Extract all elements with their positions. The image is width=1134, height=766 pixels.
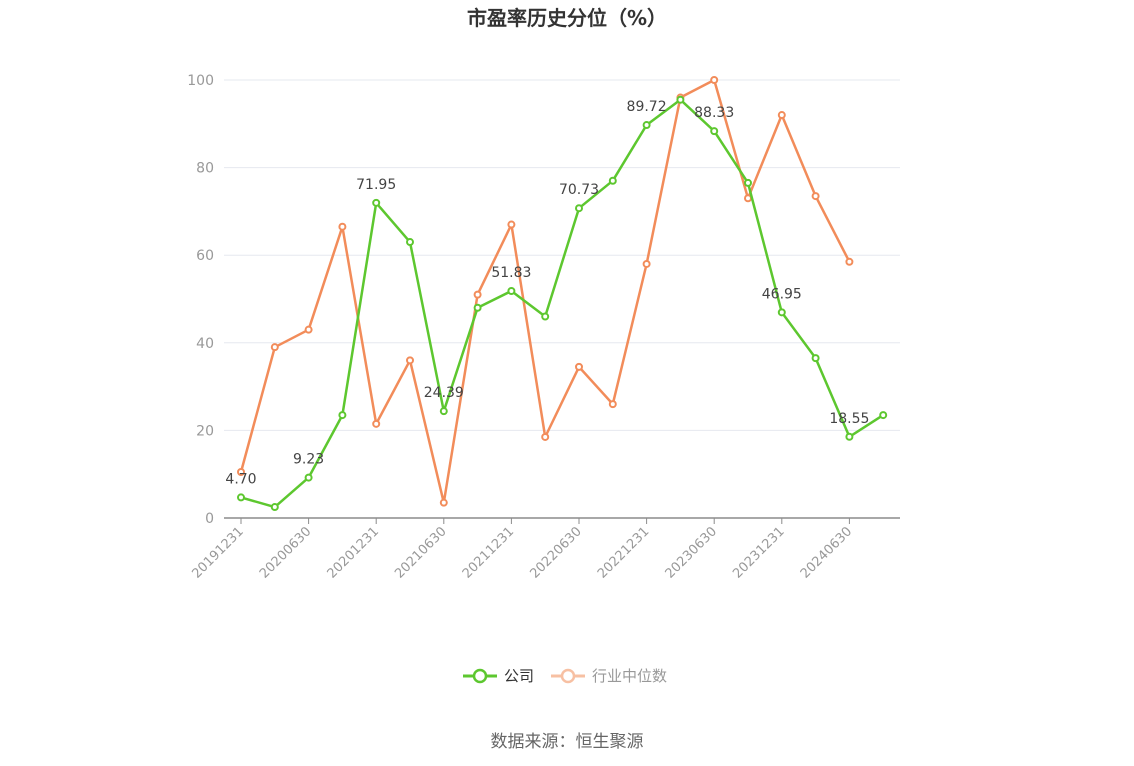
data-point[interactable] [777, 111, 786, 120]
data-point[interactable] [507, 220, 516, 229]
data-label: 89.72 [627, 99, 667, 115]
data-point[interactable] [372, 419, 381, 428]
data-label: 24.39 [424, 385, 464, 401]
data-point[interactable] [439, 498, 448, 507]
data-point[interactable] [507, 286, 516, 295]
data-label: 4.70 [225, 471, 256, 487]
x-tick-label: 20211231 [460, 524, 517, 581]
x-tick-label: 20201231 [325, 524, 382, 581]
data-point[interactable] [338, 222, 347, 231]
chart-title: 市盈率历史分位（%） [467, 6, 667, 30]
data-point[interactable] [270, 503, 279, 512]
legend-marker-company [472, 668, 488, 684]
data-point[interactable] [676, 95, 685, 104]
data-label: 9.23 [293, 452, 324, 468]
data-point[interactable] [744, 178, 752, 187]
data-point[interactable] [237, 493, 245, 502]
legend-item-industry-median[interactable]: 行业中位数 [551, 667, 667, 685]
data-labels: 4.70 9.23 71.95 24.39 51.83 70.73 89.72 88.33 46… [225, 99, 869, 487]
data-point[interactable] [608, 176, 617, 185]
legend-item-company[interactable]: 公司 [463, 667, 534, 685]
series-line [240, 98, 884, 509]
series-layer [237, 76, 888, 512]
data-point[interactable] [473, 290, 482, 299]
x-tick-label: 20220630 [527, 524, 584, 581]
y-tick-label: 20 [196, 423, 214, 439]
data-label: 18.55 [829, 411, 869, 427]
y-tick-label: 100 [187, 73, 214, 89]
data-point[interactable] [406, 238, 414, 247]
y-tick-label: 40 [196, 336, 214, 352]
data-point[interactable] [811, 192, 820, 201]
data-point[interactable] [642, 259, 651, 268]
series-industry-median [237, 76, 854, 507]
data-point[interactable] [237, 468, 245, 477]
data-label: 71.95 [356, 177, 396, 193]
data-point[interactable] [642, 121, 651, 130]
data-point[interactable] [777, 308, 786, 317]
data-label: 51.83 [491, 265, 531, 281]
legend-marker-industry-median [560, 668, 576, 684]
data-point[interactable] [879, 411, 888, 420]
x-tick-label: 20221231 [595, 524, 652, 581]
data-point[interactable] [811, 354, 820, 363]
data-point[interactable] [439, 407, 448, 416]
x-tick-label: 20240630 [798, 524, 855, 581]
x-tick-label: 20191231 [189, 524, 246, 581]
y-tick-label: 0 [205, 511, 214, 527]
series-company [237, 95, 888, 512]
legend-label-industry-median: 行业中位数 [592, 667, 667, 685]
data-point[interactable] [541, 312, 550, 321]
data-point[interactable] [845, 257, 854, 266]
data-label: 88.33 [694, 105, 734, 121]
x-tick-label: 20230630 [663, 524, 720, 581]
y-tick-label: 60 [196, 248, 214, 264]
y-tick-label: 80 [196, 161, 214, 177]
data-label: 46.95 [762, 286, 802, 302]
x-tick-label: 20231231 [730, 524, 787, 581]
data-point[interactable] [406, 356, 414, 365]
data-label: 70.73 [559, 182, 599, 198]
data-source: 数据来源：恒生聚源 [491, 732, 644, 752]
data-point[interactable] [473, 303, 482, 312]
data-point[interactable] [710, 76, 719, 84]
data-point[interactable] [575, 362, 583, 371]
data-point[interactable] [575, 204, 583, 213]
x-tick-label: 20200630 [257, 524, 314, 581]
data-point[interactable] [304, 325, 313, 334]
data-point[interactable] [372, 198, 381, 207]
legend: 公司 行业中位数 [463, 667, 667, 685]
data-point[interactable] [710, 127, 719, 136]
x-tick-label: 20210630 [392, 524, 449, 581]
data-point[interactable] [270, 343, 279, 352]
data-point[interactable] [744, 194, 752, 203]
data-point[interactable] [608, 400, 617, 409]
x-axis: 20191231 20200630 20201231 20210630 20211231… [189, 517, 900, 582]
gridlines [224, 79, 900, 431]
data-point[interactable] [541, 432, 550, 441]
data-point[interactable] [845, 432, 854, 441]
data-point[interactable] [304, 473, 313, 482]
data-point[interactable] [338, 411, 347, 420]
legend-label-company: 公司 [504, 667, 534, 685]
y-axis: 0 20 40 60 80 100 [187, 73, 214, 527]
